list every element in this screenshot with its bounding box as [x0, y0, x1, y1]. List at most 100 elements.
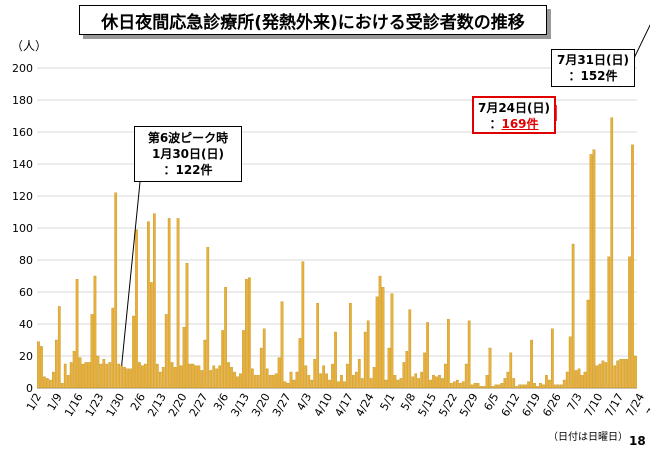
bar — [295, 371, 299, 389]
bar — [271, 375, 275, 389]
y-tick-label: 80 — [19, 254, 33, 267]
bar — [307, 375, 311, 389]
bar — [256, 375, 260, 389]
bar — [598, 363, 602, 389]
callout-jul24: 7月24日(日) ：169件 — [472, 96, 556, 134]
bar — [357, 359, 361, 389]
bar — [628, 256, 631, 389]
bar — [277, 357, 281, 389]
bar — [512, 378, 516, 389]
y-tick-label: 40 — [19, 318, 33, 331]
bar — [298, 338, 302, 389]
x-tick-label: 6/19 — [519, 391, 543, 419]
bar — [452, 381, 456, 389]
bar — [66, 375, 70, 389]
bar — [571, 243, 575, 389]
bar — [337, 381, 340, 389]
bar — [164, 314, 168, 389]
x-tick-label: 2/13 — [145, 391, 169, 419]
x-tick-label: 2/27 — [187, 391, 211, 419]
bar — [426, 322, 429, 389]
x-tick-label: 5/1 — [377, 391, 397, 413]
bar — [589, 154, 593, 389]
page-number: 18 — [629, 434, 646, 448]
bar — [488, 347, 492, 389]
bar — [135, 229, 138, 389]
bar — [429, 379, 432, 389]
bar — [221, 330, 224, 389]
callout-line: 7月31日(日) — [556, 53, 630, 67]
bar — [37, 341, 40, 389]
bar — [242, 330, 245, 389]
bar — [96, 355, 100, 389]
callout-leader-line — [121, 181, 141, 366]
bar — [99, 363, 103, 389]
bar — [120, 365, 123, 389]
y-tick-label: 120 — [12, 190, 33, 203]
bar — [301, 261, 305, 389]
bar — [206, 247, 210, 389]
bar — [506, 371, 510, 389]
x-tick-label: 1/23 — [83, 391, 107, 419]
x-tick-label: 6/5 — [481, 391, 501, 413]
bar — [325, 373, 328, 389]
bar — [161, 367, 165, 389]
bar — [43, 376, 46, 389]
bar — [378, 275, 382, 389]
x-tick-label: 4/24 — [353, 391, 377, 419]
bar — [372, 367, 376, 389]
bar — [57, 306, 61, 389]
bar — [227, 362, 230, 389]
y-tick-label: 60 — [19, 286, 33, 299]
x-tick-label: 5/8 — [398, 391, 418, 413]
bar — [479, 386, 483, 389]
x-tick-label: 1/9 — [45, 391, 65, 413]
bar — [444, 363, 447, 389]
bar — [432, 375, 435, 389]
bar — [150, 282, 153, 389]
bar — [93, 275, 97, 389]
y-tick-label: 100 — [12, 222, 33, 235]
bar — [586, 299, 590, 389]
bar — [354, 371, 358, 389]
bar — [117, 363, 121, 389]
bar — [212, 365, 216, 389]
bar — [464, 363, 468, 389]
bar — [248, 277, 251, 389]
bar — [494, 384, 498, 389]
bar — [631, 144, 634, 389]
bar — [313, 359, 317, 389]
bar — [583, 371, 587, 389]
bar — [102, 359, 106, 389]
bar — [396, 379, 400, 389]
bar — [619, 359, 623, 389]
bar — [568, 336, 572, 389]
bar — [331, 363, 334, 389]
x-tick-label: 6/12 — [499, 391, 523, 419]
bar — [548, 379, 551, 389]
bar — [289, 371, 293, 389]
bar — [72, 351, 76, 389]
callout-line: 7月24日(日) — [477, 101, 551, 115]
bar — [105, 363, 109, 389]
callout-prefix: ： — [489, 117, 502, 131]
bar — [363, 331, 367, 389]
bar — [224, 287, 227, 389]
bar — [408, 309, 412, 389]
bar — [167, 218, 171, 389]
bar — [491, 386, 495, 389]
bar — [518, 384, 522, 389]
x-tick-label: 7/24 — [623, 391, 647, 419]
bar — [292, 379, 296, 389]
y-axis-unit-label: （人） — [11, 39, 48, 53]
bar — [381, 287, 385, 389]
bar — [533, 383, 536, 389]
x-tick-label: 2/20 — [166, 391, 190, 419]
bar — [322, 365, 325, 389]
chart-title: 休日夜間応急診療所(発熱外来)における受診者数の推移 — [79, 5, 547, 35]
bar — [527, 381, 530, 389]
bar — [84, 362, 88, 389]
bar — [334, 331, 337, 389]
bar — [78, 357, 82, 389]
bar — [607, 256, 611, 389]
